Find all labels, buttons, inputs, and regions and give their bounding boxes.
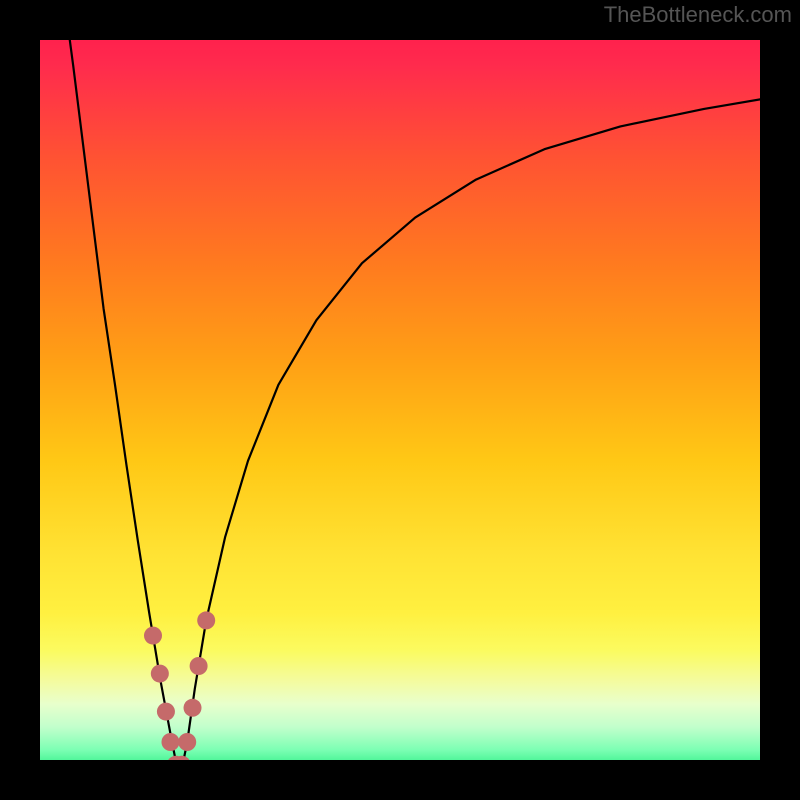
watermark-text: TheBottleneck.com xyxy=(604,2,792,28)
curve-marker xyxy=(184,699,202,717)
curve-marker xyxy=(157,703,175,721)
gradient-background xyxy=(20,20,780,780)
chart-root: TheBottleneck.com xyxy=(0,0,800,800)
bottleneck-chart xyxy=(0,0,800,800)
curve-marker xyxy=(178,733,196,751)
curve-marker xyxy=(151,665,169,683)
curve-marker xyxy=(197,611,215,629)
curve-marker xyxy=(161,733,179,751)
curve-marker xyxy=(190,657,208,675)
curve-marker xyxy=(144,627,162,645)
